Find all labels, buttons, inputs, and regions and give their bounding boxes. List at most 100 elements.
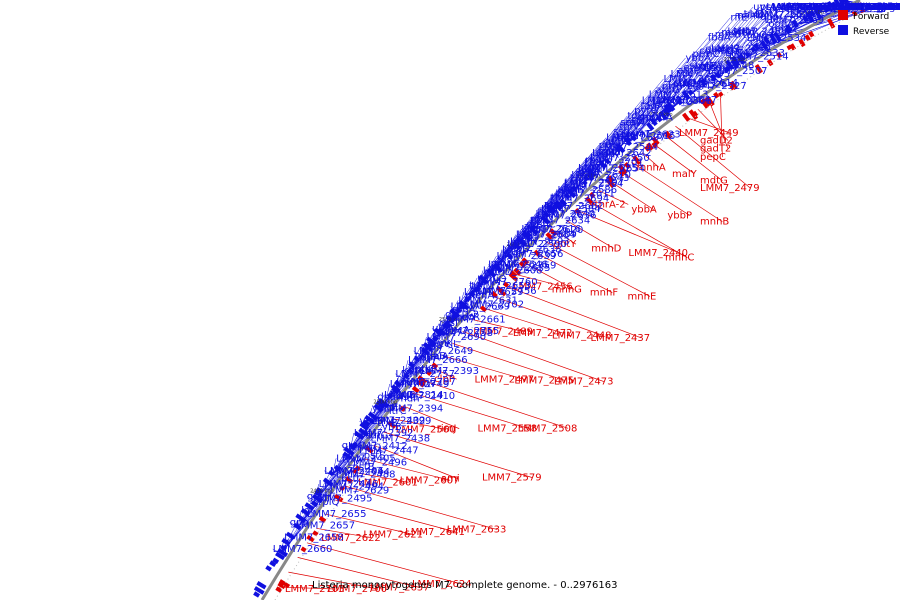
reverse-gene-mark xyxy=(343,446,355,456)
reverse-gene-label: thrB xyxy=(551,192,572,203)
reverse-gene-mark xyxy=(393,380,402,388)
reverse-gene-mark xyxy=(666,102,676,112)
reverse-leader-line xyxy=(798,6,870,25)
reverse-gene-label: lysP xyxy=(783,2,803,13)
reverse-gene-mark xyxy=(709,73,717,82)
reverse-gene-mark xyxy=(614,145,622,153)
reverse-gene-label: pncA xyxy=(772,24,797,35)
reverse-gene-label: LMM7_2509 xyxy=(836,2,896,13)
reverse-gene-label: chbB xyxy=(877,2,900,13)
reverse-gene-mark xyxy=(280,544,288,552)
reverse-gene-label: tpiA xyxy=(877,2,897,13)
reverse-gene-label: rpoE xyxy=(641,112,664,123)
forward-leader-line xyxy=(524,262,575,290)
reverse-gene-label: baeS xyxy=(877,2,900,13)
reverse-gene-label: ftsE xyxy=(877,2,896,13)
forward-gene-mark xyxy=(705,95,715,107)
reverse-gene-label: yffB xyxy=(382,422,402,433)
forward-gene-mark xyxy=(416,379,425,388)
kbp-tick-label: 2800 kbp xyxy=(801,9,825,15)
reverse-gene-label: rpsI xyxy=(439,318,458,329)
reverse-gene-label: LMM7_2409 xyxy=(848,2,900,13)
reverse-gene-mark xyxy=(475,285,481,292)
forward-gene-label: LMM7_2437 xyxy=(591,333,651,344)
reverse-gene-label: rpmD xyxy=(484,267,512,278)
reverse-gene-label: yecS xyxy=(359,416,383,427)
reverse-gene-label: uvrB xyxy=(561,185,584,196)
reverse-gene-label: smpB xyxy=(689,61,717,72)
reverse-gene-mark xyxy=(359,422,369,431)
forward-gene-mark xyxy=(479,305,488,313)
forward-gene-mark xyxy=(278,579,291,589)
forward-gene-mark xyxy=(306,534,315,543)
reverse-gene-mark xyxy=(597,159,607,169)
reverse-gene-mark xyxy=(387,392,393,399)
reverse-gene-mark xyxy=(256,581,267,590)
reverse-leader-line xyxy=(476,255,497,292)
forward-gene-mark xyxy=(713,91,720,99)
reverse-gene-label: rpmE xyxy=(626,129,653,140)
reverse-gene-mark xyxy=(744,51,751,59)
forward-gene-label: LMM7_2558 xyxy=(477,423,537,434)
reverse-gene-label: LMM7_2644 xyxy=(642,95,702,106)
reverse-gene-label: dnaX xyxy=(377,392,403,403)
reverse-gene-label: zitB xyxy=(877,2,896,13)
reverse-gene-label: LMM7_2613 xyxy=(649,90,709,101)
reverse-gene-mark xyxy=(492,262,503,274)
reverse-gene-label: cbiQ xyxy=(637,113,660,124)
forward-gene-mark xyxy=(490,290,498,298)
reverse-leader-line xyxy=(495,219,530,271)
forward-leader-line xyxy=(373,444,458,480)
reverse-gene-label: LMM7_2564 xyxy=(564,178,624,189)
forward-gene-mark xyxy=(623,161,631,170)
reverse-gene-label: LMM7_2629 xyxy=(330,486,390,497)
reverse-gene-label: LMM7_2658 xyxy=(284,532,344,543)
forward-leader-line xyxy=(306,542,463,585)
reverse-gene-label: LMM7_2514 xyxy=(729,52,789,63)
reverse-gene-label: LMM7_2595 xyxy=(671,69,731,80)
reverse-gene-mark xyxy=(468,290,476,298)
forward-gene-mark xyxy=(703,97,712,107)
reverse-gene-label: upp xyxy=(760,12,779,23)
reverse-gene-label: secA xyxy=(620,117,644,128)
reverse-gene-label: rpoN xyxy=(857,2,881,13)
reverse-gene-label: secG xyxy=(859,2,884,13)
inner-ring-tick-track xyxy=(274,5,871,600)
reverse-gene-label: LMM7_2392 xyxy=(354,428,414,439)
reverse-leader-line xyxy=(672,83,684,109)
reverse-gene-mark xyxy=(663,103,673,114)
reverse-gene-label: csbA xyxy=(631,114,655,125)
reverse-leader-line xyxy=(591,119,632,176)
reverse-gene-mark xyxy=(281,537,291,546)
reverse-gene-label: gcvH xyxy=(307,491,332,502)
reverse-gene-label: rplB xyxy=(557,187,577,198)
forward-gene-mark xyxy=(584,196,595,207)
forward-leader-line xyxy=(335,499,456,533)
reverse-gene-label: pstS xyxy=(364,450,386,461)
forward-gene-label: LMM7_2479 xyxy=(700,183,760,194)
reverse-gene-label: cpoA xyxy=(750,38,775,49)
reverse-gene-label: ulaC xyxy=(477,273,499,284)
kbp-tick-label: 2700 kbp xyxy=(649,112,673,118)
reverse-gene-label: recR xyxy=(458,312,481,323)
forward-gene-mark xyxy=(804,34,811,42)
reverse-gene-mark xyxy=(444,320,453,329)
forward-gene-mark xyxy=(318,515,327,523)
reverse-gene-mark xyxy=(791,19,799,29)
forward-leader-line xyxy=(675,125,751,189)
forward-gene-label: mnhB xyxy=(700,217,729,228)
forward-leader-line xyxy=(620,171,690,216)
reverse-gene-label: fecE xyxy=(823,2,845,13)
forward-leader-line xyxy=(472,319,524,332)
reverse-gene-label: LMM7_2526 xyxy=(668,79,728,90)
reverse-gene-label: rodA xyxy=(452,313,475,324)
reverse-leader-line xyxy=(734,6,783,65)
reverse-gene-mark xyxy=(486,268,497,279)
forward-gene-mark xyxy=(417,375,427,384)
reverse-gene-mark xyxy=(432,335,439,342)
reverse-gene-mark xyxy=(362,419,371,427)
kbp-tick-mark xyxy=(577,176,581,181)
reverse-gene-label: gntK xyxy=(408,364,432,375)
forward-gene-mark xyxy=(351,468,358,474)
reverse-leader-line xyxy=(572,138,611,194)
